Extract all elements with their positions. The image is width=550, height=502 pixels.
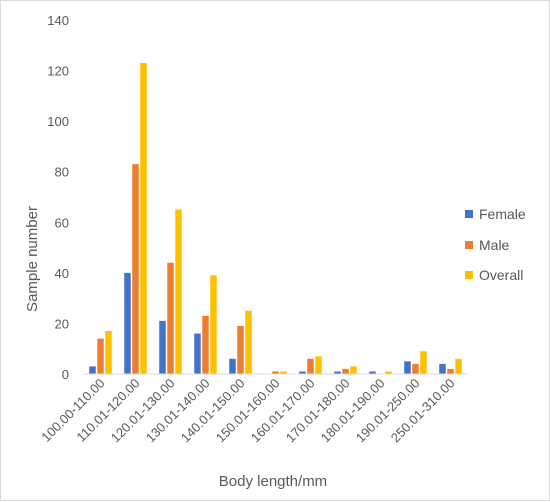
bar-overall [350, 366, 357, 374]
bar-male [167, 262, 174, 374]
y-tick-label: 40 [55, 266, 69, 281]
y-tick-label: 60 [55, 215, 69, 230]
y-axis-title: Sample number [24, 206, 41, 312]
bar-overall [140, 62, 147, 375]
bar-female [159, 320, 166, 374]
legend-swatch-female [465, 210, 473, 218]
y-tick-label: 120 [47, 64, 69, 79]
y-axis-ticks: 0 20 40 60 80 100 120 140 [47, 13, 69, 382]
legend-label-male: Male [479, 237, 510, 253]
bar-female [369, 371, 376, 374]
legend-label-overall: Overall [479, 267, 523, 283]
bar-male [412, 363, 419, 374]
bar-overall [315, 356, 322, 374]
bar-male [97, 338, 104, 374]
bar-overall [280, 371, 287, 374]
bar-overall [105, 331, 112, 374]
bar-female [124, 272, 131, 374]
y-tick-label: 0 [62, 367, 69, 382]
bar-male [202, 315, 209, 374]
y-tick-label: 20 [55, 316, 69, 331]
bar-overall [245, 310, 252, 374]
bar-overall [385, 371, 392, 374]
x-axis-title: Body length/mm [219, 473, 327, 490]
y-tick-label: 80 [55, 165, 69, 180]
bar-male [307, 358, 314, 374]
bar-female [334, 371, 341, 374]
bar-male [272, 371, 279, 374]
bar-female [404, 361, 411, 374]
bar-female [229, 358, 236, 374]
legend-swatch-overall [465, 271, 473, 279]
bar-female [439, 363, 446, 374]
x-axis-ticks: 100.00-110.00110.01-120.00120.01-130.001… [38, 376, 457, 446]
bar-male [342, 368, 349, 374]
legend: Female Male Overall [465, 206, 526, 283]
bar-female [89, 366, 96, 374]
y-tick-label: 100 [47, 114, 69, 129]
bar-male [237, 325, 244, 374]
legend-swatch-male [465, 241, 473, 249]
bar-male [132, 164, 139, 374]
y-tick-label: 140 [47, 13, 69, 28]
bar-male [447, 368, 454, 374]
bar-overall [455, 358, 462, 374]
legend-label-female: Female [479, 206, 526, 222]
bar-overall [175, 209, 182, 374]
bar-overall [210, 275, 217, 374]
bar-female [299, 371, 306, 374]
bar-overall [420, 351, 427, 374]
bars [89, 62, 462, 375]
bar-female [194, 333, 201, 374]
